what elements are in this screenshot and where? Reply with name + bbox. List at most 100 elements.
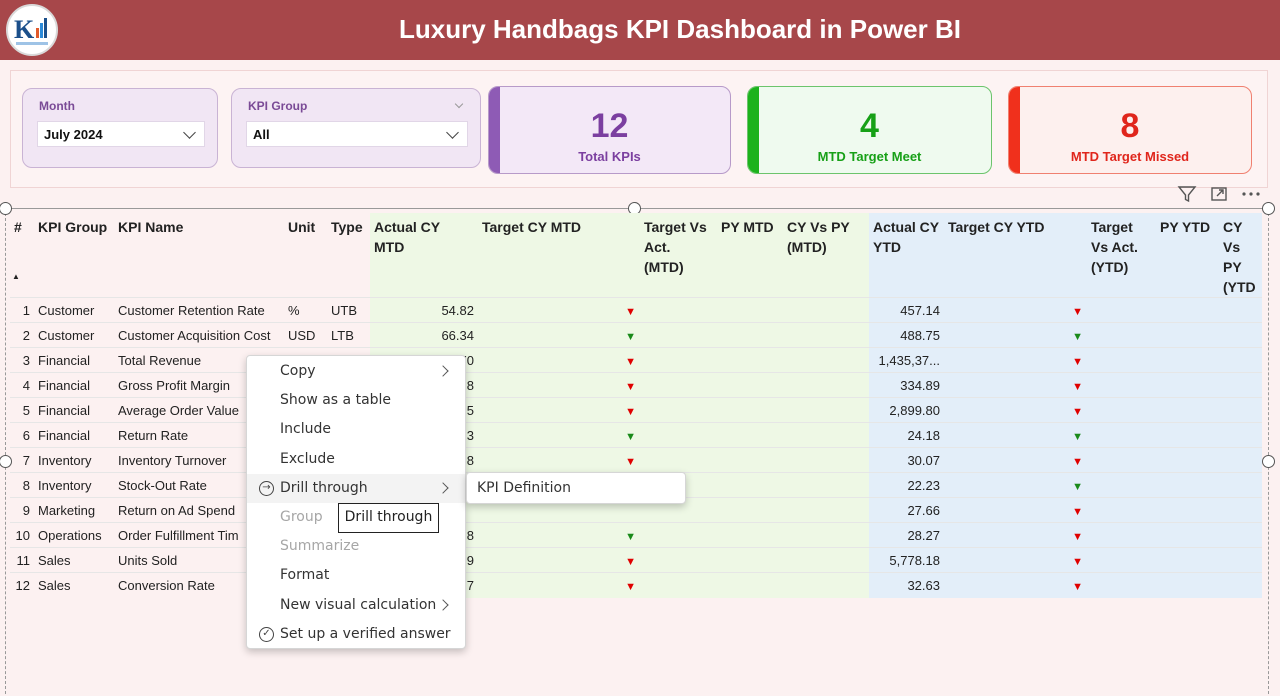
header-unit[interactable]: Unit [288, 219, 316, 235]
cy-vs-py-ytd-cell [1219, 422, 1262, 448]
mtd-target-missed-label: MTD Target Missed [1070, 149, 1190, 164]
target-vs-act-ytd-cell [1087, 322, 1156, 348]
row-index: 9 [10, 497, 34, 523]
table-row[interactable]: 12 Sales Conversion Rate 7 ▼ 32.63 ▼ [10, 572, 1262, 598]
table-row[interactable]: 7 Inventory Inventory Turnover 8 ▼ 30.07 ▼ [10, 447, 1262, 473]
menu-item-show-as-a-table[interactable]: Show as a table [247, 386, 465, 415]
menu-item-label: New visual calculation [280, 596, 437, 613]
table-row[interactable]: 10 Operations Order Fulfillment Tim 8 ▼ 28.27… [10, 522, 1262, 548]
kpi-group-cell: Inventory [34, 472, 114, 498]
table-row[interactable]: 4 Financial Gross Profit Margin 8 ▼ 334.89 ▼ [10, 372, 1262, 398]
chevron-down-icon[interactable] [183, 126, 196, 139]
header-type[interactable]: Type [331, 219, 363, 235]
target-cy-ytd-cell: ▼ [944, 397, 1087, 423]
status-red-triangle-icon: ▼ [1072, 455, 1083, 468]
menu-item-exclude[interactable]: Exclude [247, 445, 465, 474]
menu-item-drill-through[interactable]: → Drill through [247, 473, 465, 503]
py-mtd-cell [717, 547, 783, 573]
target-cy-mtd-cell: ▼ [478, 447, 640, 473]
target-cy-ytd-cell: ▼ [944, 347, 1087, 373]
py-mtd-cell [717, 322, 783, 348]
target-vs-act-mtd-cell [640, 422, 717, 448]
month-slicer[interactable]: Month July 2024 [22, 88, 218, 168]
header-actual-cy-ytd[interactable]: Actual CY YTD [869, 213, 944, 298]
menu-item-label: Group [280, 509, 323, 525]
menu-item-include[interactable]: Include [247, 415, 465, 444]
month-slicer-label: Month [39, 99, 75, 113]
chevron-right-icon [437, 598, 449, 611]
collapse-chevron-icon[interactable] [454, 99, 464, 109]
menu-item-copy[interactable]: Copy [247, 357, 465, 386]
cy-vs-py-ytd-cell [1219, 447, 1262, 473]
card-accent-bar [1009, 87, 1020, 173]
header-target-vs-act-ytd[interactable]: Target Vs Act. (YTD) [1087, 213, 1156, 298]
resize-handle[interactable] [0, 202, 12, 215]
header-kpi-name[interactable]: KPI Name [118, 219, 184, 235]
table-row[interactable]: 2 Customer Customer Acquisition Cost USD LTB… [10, 322, 1262, 348]
row-index: 8 [10, 472, 34, 498]
status-green-triangle-icon: ▼ [1072, 430, 1083, 443]
resize-handle[interactable] [1262, 455, 1275, 468]
target-vs-act-mtd-cell [640, 572, 717, 598]
kpi-group-cell: Financial [34, 372, 114, 398]
header-index[interactable]: # [14, 219, 22, 235]
target-vs-act-ytd-cell [1087, 447, 1156, 473]
header-target-cy-mtd[interactable]: Target CY MTD [478, 213, 640, 298]
status-red-triangle-icon: ▼ [1072, 380, 1083, 393]
target-vs-act-mtd-cell [640, 372, 717, 398]
table-row[interactable]: 11 Sales Units Sold 9 ▼ 5,778.18 ▼ [10, 547, 1262, 573]
header-cy-vs-py-ytd[interactable]: CY Vs PY (YTD [1219, 213, 1262, 298]
card-accent-bar [748, 87, 759, 173]
focus-mode-icon[interactable] [1208, 184, 1230, 206]
header-actual-cy-mtd[interactable]: Actual CY MTD [370, 213, 478, 298]
drill-through-submenu[interactable]: KPI Definition [466, 472, 686, 504]
cy-vs-py-ytd-cell [1219, 472, 1262, 498]
menu-item-set-up-a-verified-answer[interactable]: ✓ Set up a verified answer [247, 620, 465, 649]
table-row[interactable]: 1 Customer Customer Retention Rate% UTB 54.8… [10, 297, 1262, 323]
header-cy-vs-py-mtd[interactable]: CY Vs PY (MTD) [783, 213, 869, 298]
target-cy-mtd-cell: ▼ [478, 572, 640, 598]
kpi-group-dropdown[interactable]: All [246, 121, 468, 147]
cy-vs-py-mtd-cell [783, 372, 869, 398]
menu-item-label: Show as a table [280, 392, 392, 409]
header-target-cy-ytd[interactable]: Target CY YTD [944, 213, 1087, 298]
header-target-vs-act-mtd[interactable]: Target Vs Act. (MTD) [640, 213, 717, 298]
month-dropdown[interactable]: July 2024 [37, 121, 205, 147]
cy-vs-py-mtd-cell [783, 422, 869, 448]
status-green-triangle-icon: ▼ [1072, 330, 1083, 343]
mtd-target-missed-value: 8 [1120, 107, 1140, 145]
card-accent-bar [489, 87, 500, 173]
table-row[interactable]: 5 Financial Average Order Value 5 ▼ 2,899.80 ▼ [10, 397, 1262, 423]
target-vs-act-ytd-cell [1087, 422, 1156, 448]
header-kpi-group[interactable]: KPI Group [38, 219, 108, 235]
row-index: 6 [10, 422, 34, 448]
status-red-triangle-icon: ▼ [1072, 580, 1083, 593]
actual-cy-ytd-cell: 334.89 [869, 372, 944, 398]
chevron-down-icon[interactable] [446, 126, 459, 139]
total-kpis-value: 12 [590, 107, 629, 145]
header-py-ytd[interactable]: PY YTD [1156, 213, 1219, 298]
more-options-icon[interactable] [1240, 184, 1262, 206]
resize-handle[interactable] [1262, 202, 1275, 215]
py-mtd-cell [717, 372, 783, 398]
table-row[interactable]: 6 Financial Return Rate 3 ▼ 24.18 ▼ [10, 422, 1262, 448]
menu-item-format[interactable]: Format [247, 561, 465, 590]
filter-icon[interactable] [1176, 184, 1198, 206]
cy-vs-py-ytd-cell [1219, 372, 1262, 398]
header-py-mtd[interactable]: PY MTD [717, 213, 783, 298]
menu-item-new-visual-calculation[interactable]: New visual calculation [247, 591, 465, 620]
target-vs-act-mtd-cell [640, 297, 717, 323]
kpi-group-cell: Customer [34, 322, 114, 348]
cy-vs-py-mtd-cell [783, 522, 869, 548]
target-vs-act-ytd-cell [1087, 572, 1156, 598]
submenu-item-kpi-definition[interactable]: KPI Definition [477, 480, 571, 496]
row-index: 2 [10, 322, 34, 348]
check-circle-icon: ✓ [259, 626, 274, 642]
py-ytd-cell [1156, 322, 1219, 348]
sort-ascending-icon[interactable]: ▲ [12, 272, 20, 281]
cy-vs-py-ytd-cell [1219, 522, 1262, 548]
actual-cy-ytd-cell: 2,899.80 [869, 397, 944, 423]
menu-item-label: Copy [280, 363, 316, 379]
kpi-group-slicer[interactable]: KPI Group All [231, 88, 481, 168]
